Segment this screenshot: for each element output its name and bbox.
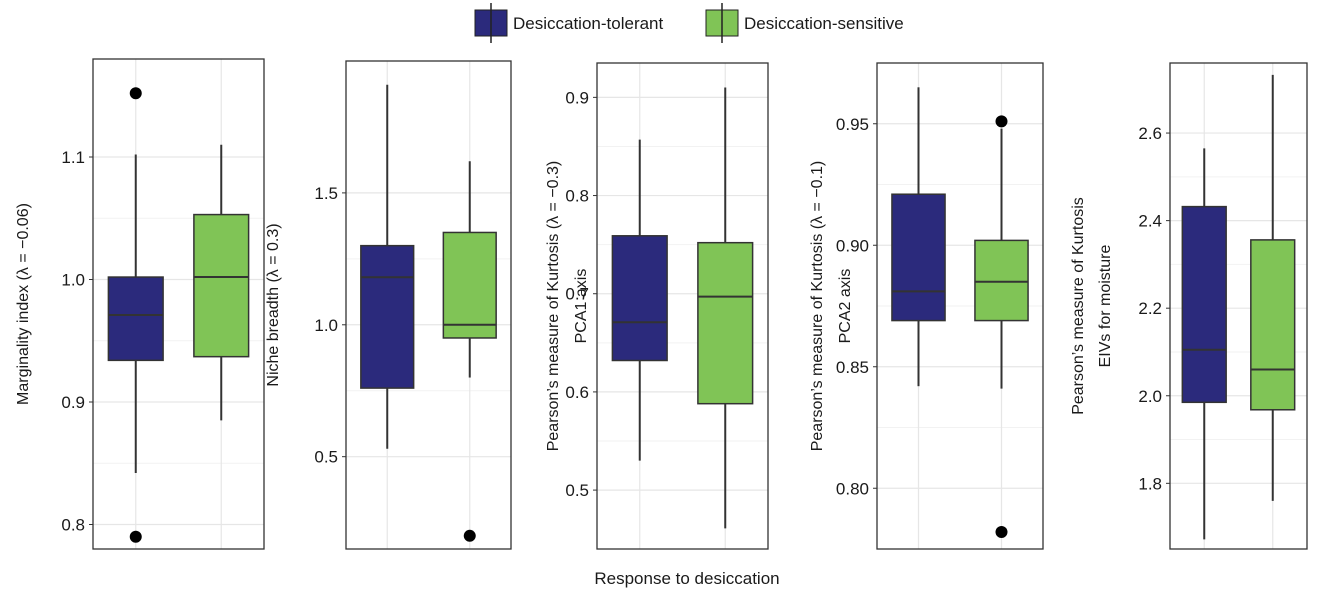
- y-tick-label: 0.5: [314, 448, 338, 467]
- panel-border: [1169, 62, 1308, 550]
- panel-border: [345, 60, 512, 550]
- panel-5: 1.8 2.0 2.2 2.4 2.6 Pearson’s measure of Kurt…: [1070, 62, 1308, 550]
- outlier-point: [995, 525, 1008, 538]
- y-tick-label: 0.9: [565, 88, 589, 107]
- box-desiccation-sensitive: [442, 161, 497, 542]
- y-tick-label: 2.4: [1138, 212, 1162, 231]
- x-axis-title: Response to desiccation: [594, 569, 779, 588]
- box-iqr: [611, 235, 668, 362]
- y-tick-label: 0.95: [836, 115, 869, 134]
- panel-border: [876, 62, 1044, 550]
- y-tick-label: 1.1: [61, 148, 85, 167]
- y-axis-title: Pearson’s measure of Kurtosis (λ = −0.1): [809, 161, 826, 452]
- box-iqr: [891, 193, 946, 322]
- y-tick-label: 0.85: [836, 358, 869, 377]
- y-tick-label: 1.8: [1138, 474, 1162, 493]
- box-desiccation-sensitive: [1250, 74, 1296, 501]
- y-axis-title: Marginality index (λ = −0.06): [15, 203, 32, 405]
- y-tick-label: 0.9: [61, 393, 85, 412]
- y-axis-title: PCA1 axis: [573, 269, 590, 344]
- box-iqr: [442, 231, 497, 339]
- box-desiccation-tolerant: [107, 87, 164, 543]
- y-tick-label: 1.0: [61, 271, 85, 290]
- panel-3: 0.5 0.6 0.7 0.8 0.9 Pearson’s measure of Kurt…: [545, 62, 769, 550]
- y-tick-label: 1.5: [314, 184, 338, 203]
- box-desiccation-sensitive: [193, 144, 250, 421]
- box-iqr: [360, 244, 415, 389]
- panel-2: 0.5 1.0 1.5 Niche breadth (λ = 0.3): [265, 60, 512, 550]
- y-tick-label: 2.2: [1138, 299, 1162, 318]
- y-tick-label: 0.90: [836, 236, 869, 255]
- panel-1: 0.8 0.9 1.0 1.1 Marginality index (λ = −0.06…: [15, 58, 265, 550]
- box-iqr: [1250, 239, 1296, 411]
- legend: Desiccation-tolerant Desiccation-sensiti…: [474, 3, 904, 43]
- box-iqr: [974, 239, 1029, 322]
- outlier-point: [129, 87, 142, 100]
- y-tick-label: 0.7: [565, 285, 589, 304]
- box-iqr: [107, 276, 164, 362]
- outlier-point: [463, 529, 476, 542]
- y-axis-title: Niche breadth (λ = 0.3): [265, 223, 282, 386]
- y-tick-label: 0.8: [61, 516, 85, 535]
- box-desiccation-sensitive: [974, 115, 1029, 538]
- box-iqr: [697, 241, 754, 405]
- outlier-point: [995, 115, 1008, 128]
- legend-label-tolerant: Desiccation-tolerant: [513, 14, 664, 33]
- y-tick-label: 0.8: [565, 187, 589, 206]
- legend-label-sensitive: Desiccation-sensitive: [744, 14, 904, 33]
- panel-border: [92, 58, 265, 550]
- box-desiccation-tolerant: [891, 87, 946, 387]
- y-tick-label: 0.6: [565, 383, 589, 402]
- box-desiccation-tolerant: [360, 84, 415, 449]
- panel-4: 0.80 0.85 0.90 0.95 Pearson’s measure of Kur…: [809, 62, 1044, 550]
- y-axis-title: EIVs for moisture: [1097, 245, 1114, 368]
- y-tick-label: 1.0: [314, 316, 338, 335]
- y-axis-title: PCA2 axis: [837, 269, 854, 344]
- box-desiccation-tolerant: [1181, 148, 1227, 540]
- box-iqr: [1181, 205, 1227, 404]
- y-tick-label: 0.80: [836, 479, 869, 498]
- panels: 0.8 0.9 1.0 1.1 Marginality index (λ = −0.06…: [15, 58, 1308, 550]
- y-tick-label: 2.0: [1138, 387, 1162, 406]
- panel-border: [596, 62, 769, 550]
- outlier-point: [129, 530, 142, 543]
- y-axis-title: Pearson’s measure of Kurtosis: [1070, 197, 1087, 415]
- box-iqr: [193, 213, 250, 358]
- y-tick-label: 0.5: [565, 481, 589, 500]
- y-axis-title: Pearson’s measure of Kurtosis (λ = −0.3): [545, 161, 562, 452]
- box-desiccation-sensitive: [697, 87, 754, 529]
- y-tick-label: 2.6: [1138, 124, 1162, 143]
- box-desiccation-tolerant: [611, 139, 668, 461]
